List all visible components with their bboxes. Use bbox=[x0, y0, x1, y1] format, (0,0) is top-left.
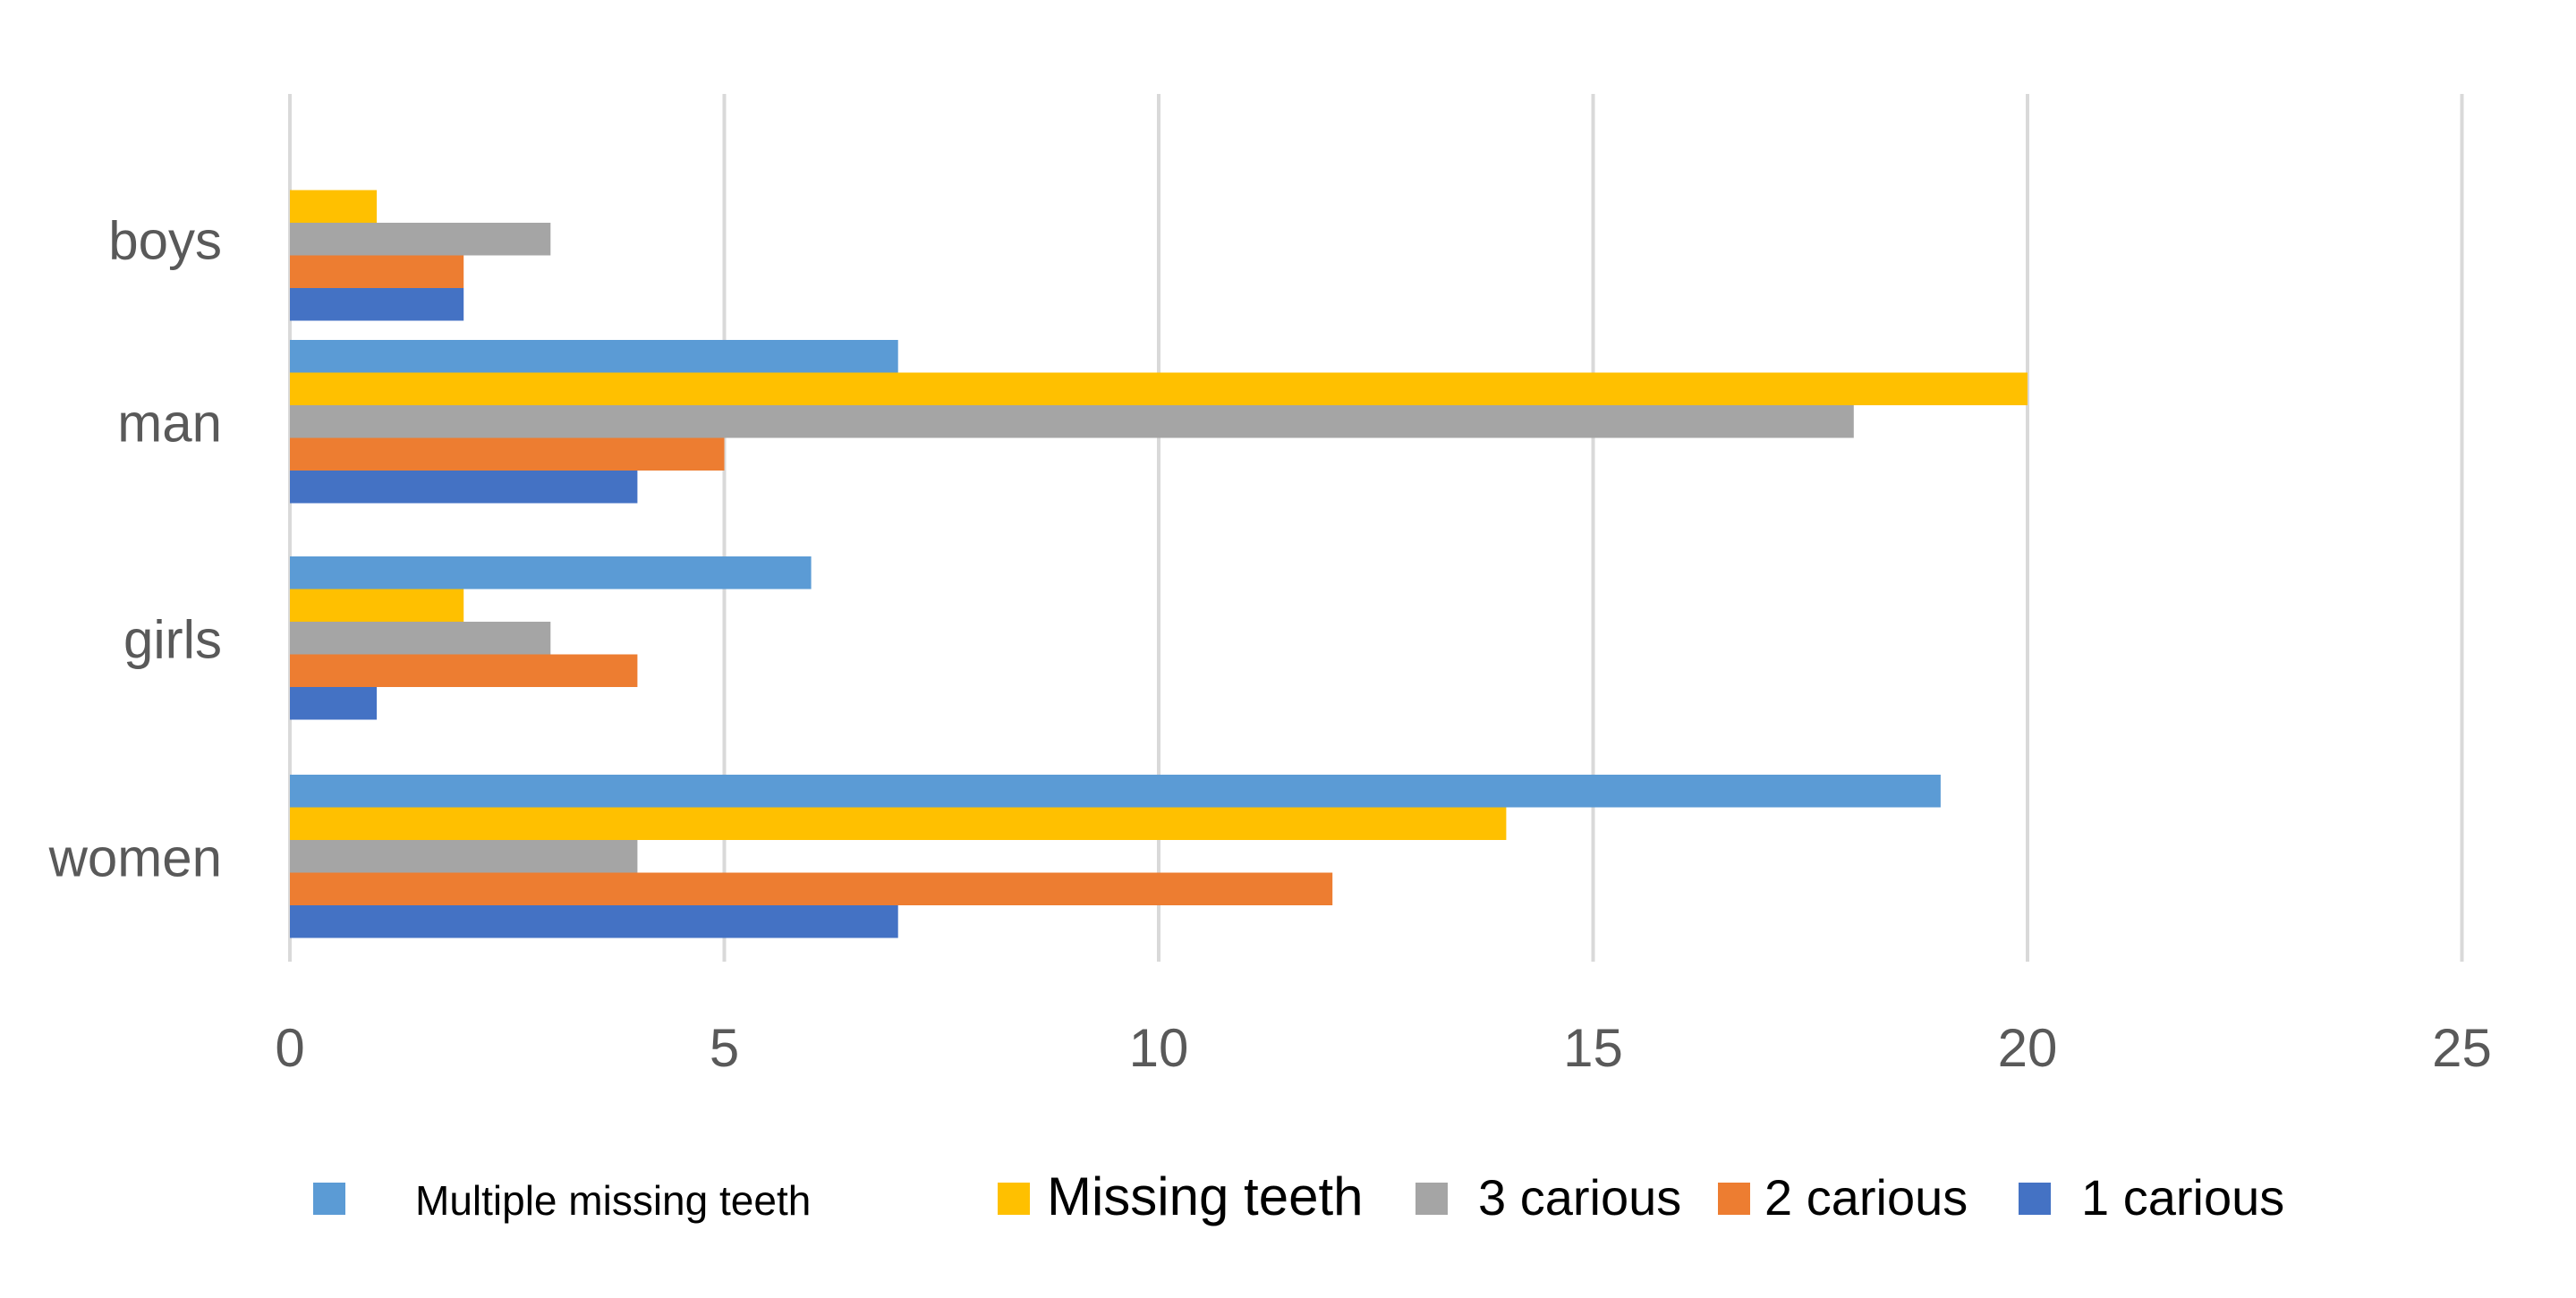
y-category-label: boys bbox=[108, 210, 222, 270]
legend-label: 2 carious bbox=[1764, 1169, 1968, 1226]
bar-women-1-carious bbox=[290, 905, 898, 938]
legend-swatch bbox=[2019, 1183, 2051, 1215]
legend-label: 3 carious bbox=[1478, 1169, 1681, 1226]
x-tick-label: 5 bbox=[710, 1018, 739, 1078]
bar-women-multiple-missing-teeth bbox=[290, 775, 1941, 808]
legend-label: 1 carious bbox=[2081, 1169, 2284, 1226]
legend-swatch bbox=[1718, 1183, 1750, 1215]
legend-label: Missing teeth bbox=[1047, 1167, 1364, 1226]
legend-item-3-carious: 3 carious bbox=[1416, 1169, 1681, 1226]
axes: 0 5 10 15 20 25 boys man girls women bbox=[48, 210, 2492, 1078]
y-category-label: girls bbox=[123, 609, 222, 669]
x-tick-label: 0 bbox=[275, 1018, 304, 1078]
bar-boys-missing-teeth bbox=[290, 190, 378, 223]
legend-item-1-carious: 1 carious bbox=[2019, 1169, 2284, 1226]
legend: Multiple missing teeth Missing teeth 3 car… bbox=[313, 1167, 2284, 1226]
legend-item-2-carious: 2 carious bbox=[1718, 1169, 1968, 1226]
legend-swatch bbox=[1416, 1183, 1448, 1215]
bar-girls-1-carious bbox=[290, 687, 378, 720]
bar-man-2-carious bbox=[290, 437, 725, 471]
bar-boys-1-carious bbox=[290, 288, 464, 321]
x-tick-label: 25 bbox=[2432, 1018, 2492, 1078]
bar-girls-multiple-missing-teeth bbox=[290, 556, 812, 590]
bar-girls-2-carious bbox=[290, 654, 638, 687]
legend-item-multiple-missing-teeth: Multiple missing teeth bbox=[313, 1177, 811, 1224]
bar-man-missing-teeth bbox=[290, 372, 2028, 405]
y-category-label: man bbox=[117, 393, 222, 453]
y-category-label: women bbox=[48, 827, 222, 887]
legend-swatch bbox=[313, 1183, 345, 1215]
bar-man-1-carious bbox=[290, 471, 638, 504]
bars bbox=[290, 190, 2028, 938]
x-tick-label: 20 bbox=[1998, 1018, 2058, 1078]
bar-girls-missing-teeth bbox=[290, 589, 464, 622]
legend-item-missing-teeth: Missing teeth bbox=[998, 1167, 1364, 1226]
legend-swatch bbox=[998, 1183, 1030, 1215]
x-tick-label: 10 bbox=[1129, 1018, 1189, 1078]
bar-boys-2-carious bbox=[290, 255, 464, 288]
bar-women-3-carious bbox=[290, 840, 638, 873]
x-tick-label: 15 bbox=[1563, 1018, 1623, 1078]
bar-women-2-carious bbox=[290, 872, 1333, 905]
bar-women-missing-teeth bbox=[290, 807, 1507, 840]
bar-boys-3-carious bbox=[290, 223, 551, 256]
bar-man-3-carious bbox=[290, 405, 1854, 438]
legend-label: Multiple missing teeth bbox=[415, 1177, 811, 1224]
bar-girls-3-carious bbox=[290, 622, 551, 655]
bar-man-multiple-missing-teeth bbox=[290, 340, 898, 373]
